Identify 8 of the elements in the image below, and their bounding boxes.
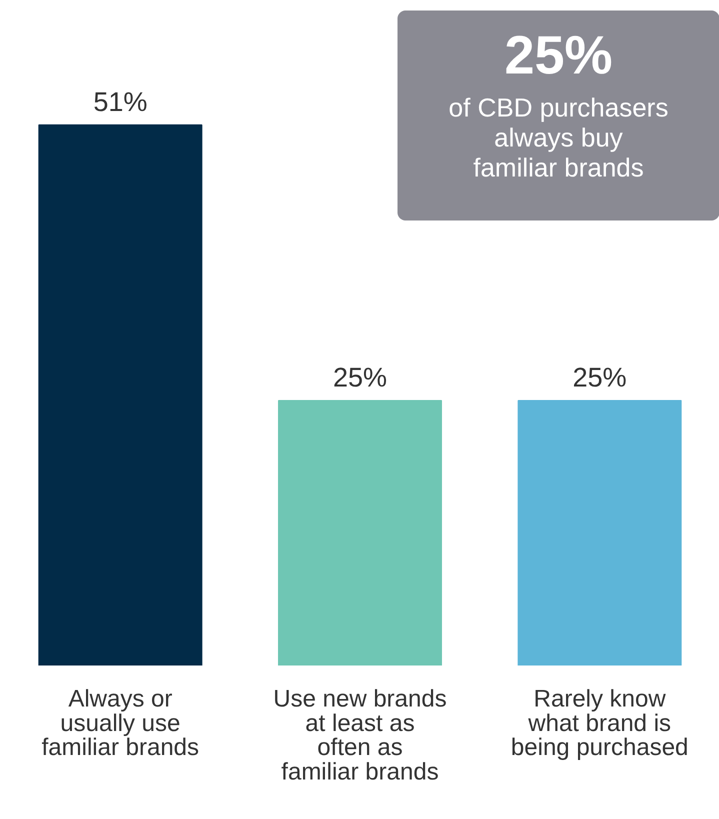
data-label: 25% [572, 362, 627, 392]
data-label: 25% [332, 362, 388, 392]
x-tick-label: Use new brands at least as often as familiar brands [273, 686, 447, 786]
data-label: 51% [93, 86, 148, 117]
annotation: of CBD purchasers always buy familiar brands [448, 92, 668, 182]
x-tick-label: Rarely know what brand is being purchased [510, 686, 688, 762]
text: 25% [504, 26, 613, 86]
x-tick-label: Always or usually use familiar brands [42, 686, 200, 762]
